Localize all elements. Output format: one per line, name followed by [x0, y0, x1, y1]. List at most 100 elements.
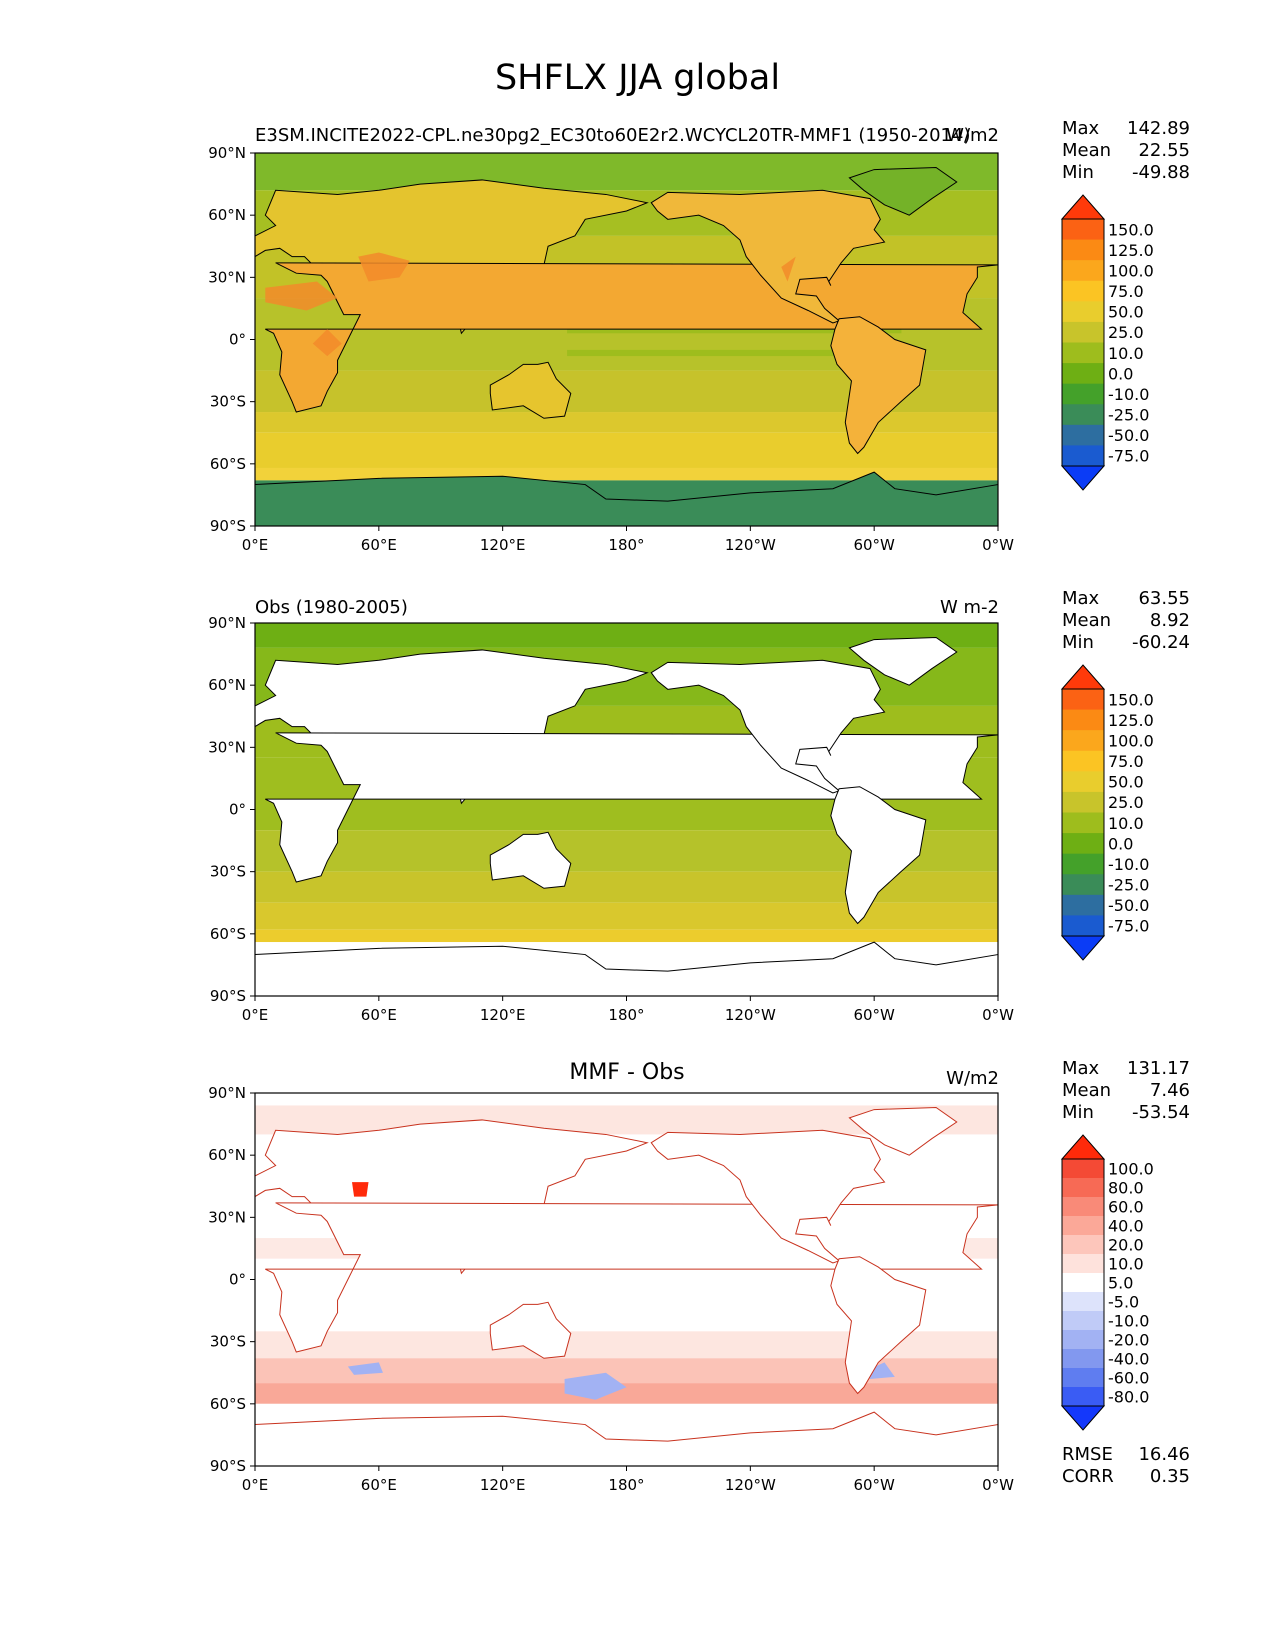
colorbar-label: 100.0 — [1108, 732, 1154, 751]
colorbar-swatch — [1062, 1254, 1104, 1274]
stat-min: -53.54 — [1131, 1102, 1190, 1123]
panel-obs-units: W m-2 — [939, 597, 999, 618]
colorbar-swatch — [1062, 1273, 1104, 1293]
stat-label: Max — [1062, 118, 1100, 139]
stat-max: 142.89 — [1127, 118, 1190, 139]
panel-obs-title-left: Obs (1980-2005) — [255, 597, 408, 618]
ocean-band — [255, 902, 998, 930]
colorbar-label: -75.0 — [1108, 917, 1149, 936]
y-tick-label: 0° — [229, 331, 246, 349]
stat-corr: 0.35 — [1149, 1466, 1190, 1487]
continent-greenland — [848, 1107, 958, 1156]
ocean-strip — [567, 349, 902, 357]
stat-rmse: 16.46 — [1138, 1444, 1190, 1465]
colorbar-swatch — [1062, 874, 1104, 896]
colorbar-label: -10.0 — [1108, 385, 1149, 404]
colorbar-swatch — [1062, 853, 1104, 875]
colorbar-swatch — [1062, 1235, 1104, 1255]
y-tick-label: 30°N — [208, 268, 246, 286]
x-tick-label: 120°E — [480, 536, 526, 554]
continent-namerica — [650, 189, 886, 324]
coastlines — [254, 637, 999, 997]
colorbar-label: 5.0 — [1108, 1274, 1133, 1293]
y-tick-label: 30°S — [210, 863, 246, 881]
colorbar-label: -5.0 — [1108, 1293, 1139, 1312]
x-tick-label: 120°E — [480, 1006, 526, 1024]
x-tick-label: 60°E — [361, 1006, 397, 1024]
y-tick-label: 0° — [229, 801, 246, 819]
y-tick-label: 30°S — [210, 393, 246, 411]
x-tick-label: 60°W — [853, 536, 895, 554]
colorbar-label: 0.0 — [1108, 834, 1133, 853]
y-tick-label: 90°S — [210, 517, 246, 535]
colorbar-label: -20.0 — [1108, 1331, 1149, 1350]
stat-label: CORR — [1062, 1466, 1114, 1487]
colorbar-swatch — [1062, 239, 1104, 261]
x-tick-label: 180° — [608, 1476, 644, 1494]
stat-label: Mean — [1062, 140, 1112, 161]
continent-australia — [489, 831, 572, 889]
colorbar: 150.0 125.0 100.075.0 50.025.0 10.00.0 -10.0 -… — [1060, 194, 1154, 491]
colorbar-label: 40.0 — [1108, 1217, 1144, 1236]
colorbar-swatch — [1062, 1330, 1104, 1350]
colorbar-label: 50.0 — [1108, 303, 1144, 322]
y-tick-label: 60°S — [210, 925, 246, 943]
colorbar-swatch — [1062, 383, 1104, 405]
x-tick-label: 0°W — [982, 1006, 1014, 1024]
negative-patch — [347, 1362, 383, 1375]
continent-greenland — [848, 167, 958, 216]
x-tick-label: 0°W — [982, 536, 1014, 554]
continent-samerica — [830, 316, 927, 455]
continent-namerica — [650, 1129, 886, 1264]
ocean-band — [255, 929, 998, 943]
panel-model: E3SM.INCITE2022-CPL.ne30pg2_EC30to60E2r2… — [0, 0, 1275, 540]
ocean-band — [255, 1093, 998, 1106]
colorbar-label: -10.0 — [1108, 1312, 1149, 1331]
x-tick-label: 0°E — [242, 1476, 269, 1494]
colorbar-extend-top — [1060, 1134, 1106, 1160]
colorbar-swatch — [1062, 1387, 1104, 1407]
continent-samerica — [830, 786, 927, 925]
continent-australia — [489, 361, 572, 419]
hot-spot — [781, 256, 796, 282]
panel-diff-extra-stats: RMSE 16.46 CORR 0.35 — [1062, 1444, 1190, 1488]
colorbar-swatch — [1062, 404, 1104, 426]
colorbar-label: 50.0 — [1108, 773, 1144, 792]
colorbar-swatch — [1062, 1197, 1104, 1217]
colorbar-label: 100.0 — [1108, 262, 1154, 281]
coastlines — [254, 1107, 999, 1467]
panel-diff-units: W/m2 — [946, 1068, 999, 1089]
y-tick-label: 90°N — [208, 1084, 246, 1102]
y-tick-label: 60°N — [208, 1146, 246, 1164]
colorbar-swatch — [1062, 1178, 1104, 1198]
panel-diff-title: MMF - Obs — [569, 1060, 685, 1085]
x-tick-label: 0°E — [242, 1006, 269, 1024]
colorbar-label: 100.0 — [1108, 1160, 1154, 1179]
colorbar-label: -60.0 — [1108, 1369, 1149, 1388]
colorbar-extend-bottom — [1060, 1405, 1106, 1431]
panel-model-title-left: E3SM.INCITE2022-CPL.ne30pg2_EC30to60E2r2… — [255, 125, 971, 146]
colorbar-swatch — [1062, 301, 1104, 323]
colorbar-swatch — [1062, 445, 1104, 467]
ocean-band — [255, 432, 998, 468]
colorbar-label: 0.0 — [1108, 364, 1133, 383]
panel-obs-stats: Max 63.55 Mean 8.92 Min -60.24 — [1062, 588, 1190, 654]
colorbar-swatch — [1062, 915, 1104, 937]
colorbar-swatch — [1062, 730, 1104, 752]
colorbar-label: -50.0 — [1108, 426, 1149, 445]
colorbar-label: -80.0 — [1108, 1388, 1149, 1407]
continent-australia — [489, 1301, 572, 1359]
y-tick-label: 60°N — [208, 676, 246, 694]
negative-patch — [865, 1362, 895, 1379]
stat-max: 63.55 — [1138, 588, 1190, 609]
colorbar-frame — [1061, 218, 1105, 467]
stat-label: Min — [1062, 632, 1094, 653]
x-tick-label: 0°E — [242, 536, 269, 554]
colorbar-swatch — [1062, 1216, 1104, 1236]
colorbar-swatch — [1062, 1159, 1104, 1179]
x-tick-label: 180° — [608, 1006, 644, 1024]
colorbar-label: 10.0 — [1108, 814, 1144, 833]
panel-model-stats: Max 142.89 Mean 22.55 Min -49.88 — [1062, 118, 1190, 184]
x-tick-label: 60°W — [853, 1006, 895, 1024]
colorbar-swatch — [1062, 689, 1104, 711]
